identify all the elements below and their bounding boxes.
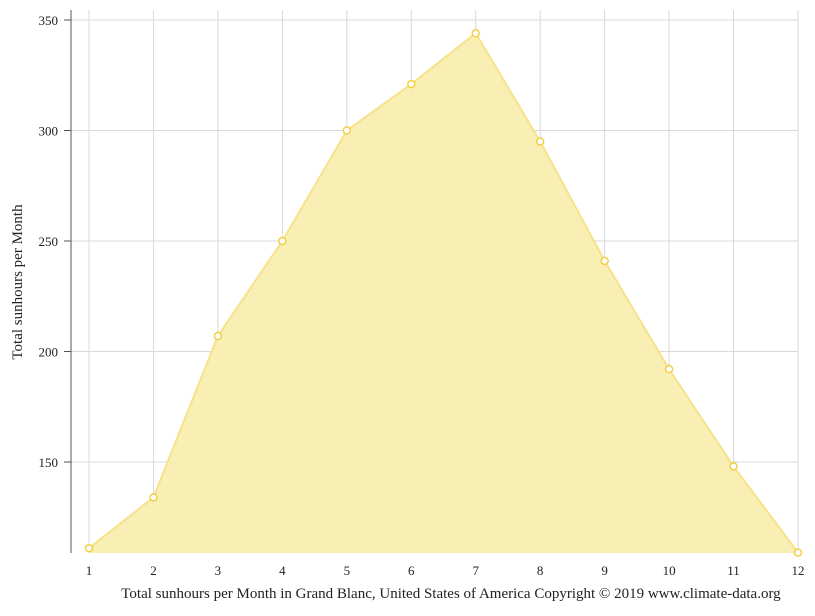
x-axis-label: Total sunhours per Month in Grand Blanc,…: [121, 586, 781, 602]
data-point: [664, 364, 674, 374]
data-point: [535, 137, 545, 146]
x-tick-label: 4: [279, 563, 286, 578]
area-fill: [89, 33, 798, 553]
data-point: [149, 493, 158, 502]
data-point: [213, 331, 223, 341]
y-tick-label: 150: [39, 455, 59, 470]
y-axis-label: Total sunhours per Month: [10, 204, 26, 360]
x-tick-label: 5: [344, 563, 351, 578]
data-point: [729, 462, 738, 471]
x-tick-label: 1: [86, 563, 93, 578]
y-ticks: 150 200 250 300 350: [39, 13, 71, 470]
data-point: [342, 126, 352, 135]
x-tick-label: 7: [472, 563, 479, 578]
x-tick-label: 10: [663, 563, 676, 578]
data-point: [793, 548, 803, 557]
y-tick-label: 250: [39, 234, 59, 249]
y-tick-label: 300: [39, 124, 59, 139]
x-tick-label: 6: [408, 563, 415, 578]
series-line: [88, 31, 799, 554]
x-tick-label: 12: [792, 563, 805, 578]
x-tick-label: 3: [215, 563, 222, 578]
x-ticks: 1 2 3 4 5 6 7 8 9 10 11 12: [86, 563, 805, 578]
data-points: [84, 29, 803, 557]
x-tick-label: 11: [727, 563, 740, 578]
data-point: [278, 236, 287, 246]
x-tick-label: 8: [537, 563, 544, 578]
x-tick-label: 2: [150, 563, 157, 578]
y-tick-label: 350: [39, 13, 59, 28]
y-tick-label: 200: [39, 345, 59, 360]
data-point: [407, 79, 416, 89]
data-point: [471, 29, 480, 38]
x-tick-label: 9: [601, 563, 608, 578]
data-point: [84, 543, 94, 553]
data-point: [600, 256, 609, 266]
